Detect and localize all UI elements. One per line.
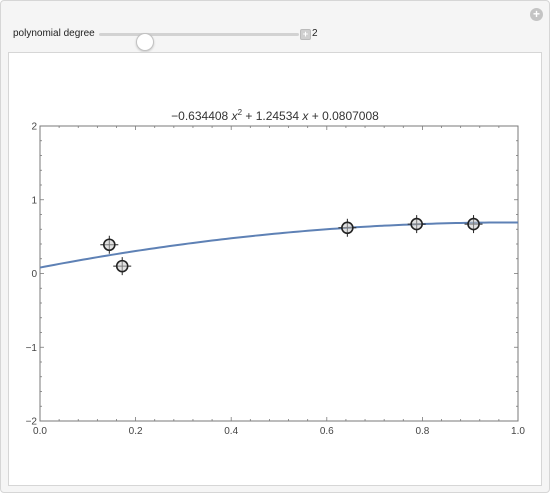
x-tick-label: 0.6	[320, 426, 334, 437]
coef-b: + 1.24534	[245, 109, 300, 123]
fit-curve	[39, 221, 519, 269]
x-tick-label: 0.4	[224, 426, 238, 437]
data-point	[341, 221, 354, 235]
y-tick-label: 1	[31, 195, 37, 206]
plus-square-icon[interactable]: +	[300, 29, 311, 40]
x-tick-label: 1.0	[511, 426, 525, 437]
coef-c: + 0.0807008	[311, 109, 379, 123]
data-point	[115, 259, 129, 273]
data-point	[103, 238, 116, 252]
var-x-squared: x	[231, 109, 238, 123]
fit-plot: 0.0 0.2 0.4 0.6 0.8 1.0 −2 −1 0 1 2	[26, 122, 526, 438]
x-tick-label: 0.2	[129, 426, 143, 437]
data-point	[467, 217, 480, 231]
x-tick-label: 0.8	[415, 426, 429, 437]
plot-panel: −0.634408 x2 + 1.24534 x + 0.0807008 0.0…	[8, 52, 542, 486]
degree-label: polynomial degree	[13, 28, 95, 39]
degree-value: 2	[312, 28, 318, 39]
plus-circle-icon[interactable]: +	[530, 8, 543, 21]
x-tick-label: 0.0	[33, 426, 47, 437]
y-tick-label: 0	[31, 269, 37, 280]
degree-slider[interactable]	[99, 33, 299, 51]
exponent: 2	[237, 108, 243, 117]
y-tick-label: −1	[26, 343, 38, 354]
plot-title: −0.634408 x2 + 1.24534 x + 0.0807008	[9, 108, 541, 123]
var-x: x	[302, 109, 309, 123]
y-tick-label: 2	[31, 122, 37, 133]
plot-frame	[39, 125, 519, 422]
y-tick-label: −2	[26, 417, 38, 428]
data-point	[410, 217, 423, 231]
degree-slider-thumb[interactable]	[135, 33, 154, 51]
coef-a: −0.634408	[171, 109, 229, 123]
